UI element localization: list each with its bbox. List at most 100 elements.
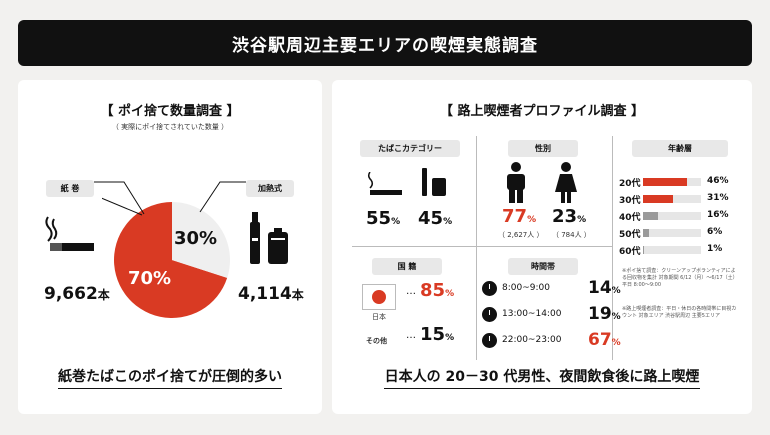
- japan-pct-value: 85: [420, 280, 446, 301]
- disposal-conclusion: 紙巻たばこのポイ捨てが圧倒的多い: [58, 369, 282, 385]
- pie-label-heated: 30%: [174, 228, 218, 249]
- age-category-label: 40代: [619, 213, 641, 223]
- male-count: （ 2,627人 ）: [498, 231, 544, 239]
- ellipsis-other: …: [406, 330, 416, 341]
- age-bar: [643, 195, 673, 203]
- age-bar-track: [643, 178, 701, 186]
- male-pct: 77%: [502, 206, 536, 227]
- clock-icon: [482, 281, 497, 296]
- divider-h1: [352, 246, 612, 247]
- time-value: 14%: [588, 278, 621, 298]
- pie-slice-paper: [114, 202, 228, 318]
- age-bar: [643, 212, 659, 220]
- age-row: 20代 46%: [619, 176, 739, 189]
- age-bar-track: [643, 229, 701, 237]
- pct-sign: %: [527, 215, 537, 225]
- paper-count-unit: 本: [97, 288, 110, 302]
- pct-sign: %: [611, 338, 621, 348]
- age-label: 年齢層: [632, 140, 728, 157]
- age-bar: [643, 246, 644, 254]
- pct-sign: %: [611, 312, 621, 322]
- time-value: 19%: [588, 304, 621, 324]
- conclusion-underline: [384, 388, 700, 389]
- age-value-label: 46%: [707, 176, 729, 186]
- divider-v2: [612, 136, 613, 360]
- time-value-number: 19: [588, 304, 612, 324]
- heated-tobacco-icon: [250, 212, 288, 264]
- time-value-number: 67: [588, 330, 612, 350]
- other-pct-value: 15: [420, 324, 446, 345]
- time-value-number: 14: [588, 278, 612, 298]
- heated-label: 加熱式: [246, 180, 294, 197]
- disposal-subtitle: （ 実際にポイ捨てされていた数量 ）: [111, 123, 229, 131]
- age-bar-track: [643, 246, 701, 254]
- heated-count: 4,114本: [238, 284, 304, 304]
- pie-slice-heated: [172, 202, 231, 278]
- age-value-label: 16%: [707, 210, 729, 220]
- female-pct: 23%: [552, 206, 586, 227]
- age-row: 30代 31%: [619, 193, 739, 206]
- clock-icon: [482, 307, 497, 322]
- cigarette-small-icon: [367, 172, 402, 195]
- paper-callout-line: [94, 181, 145, 215]
- divider-v1: [476, 136, 477, 360]
- survey-notes-2: ※路上喫煙者調査：平日・休日の各時間帯に目視カウント 対象エリア 渋谷駅周辺 主…: [622, 306, 737, 319]
- time-range: 13:00~14:00: [502, 309, 562, 319]
- smoker-profile-panel: 【 路上喫煙者プロファイル調査 】 たばこカテゴリー 55% 45% 性別 77…: [332, 80, 752, 414]
- ellipsis-japan: …: [406, 286, 416, 297]
- age-row: 60代 1%: [619, 244, 739, 257]
- profile-conclusion: 日本人の 20－30 代男性、夜間飲食後に路上喫煙: [384, 369, 700, 385]
- age-bar-track: [643, 212, 701, 220]
- age-bar: [643, 229, 649, 237]
- time-row-night: 22:00~23:00 67%: [482, 330, 621, 350]
- japan-pct: 85%: [420, 280, 454, 301]
- male-pct-value: 77: [502, 206, 528, 227]
- category-paper-pct: 55%: [366, 208, 400, 229]
- pct-sign: %: [391, 217, 401, 227]
- age-category-label: 50代: [619, 230, 641, 240]
- paper-leader-line: [102, 197, 143, 216]
- disposal-pie-chart: [102, 197, 231, 318]
- category-heated-value: 45: [418, 208, 444, 229]
- conclusion-underline: [58, 388, 282, 389]
- other-pct: 15%: [420, 324, 454, 345]
- time-label: 時間帯: [508, 258, 578, 275]
- pct-sign: %: [443, 217, 453, 227]
- female-pct-value: 23: [552, 206, 578, 227]
- profile-title: 【 路上喫煙者プロファイル調査 】: [439, 104, 645, 119]
- male-icon: [507, 162, 525, 203]
- disposal-title: 【 ポイ捨て数量調査 】: [100, 104, 240, 119]
- category-paper-value: 55: [366, 208, 392, 229]
- time-range: 22:00~23:00: [502, 335, 562, 345]
- time-range: 8:00~9:00: [502, 283, 550, 293]
- heated-count-value: 4,114: [238, 284, 292, 304]
- other-label: その他: [366, 337, 387, 345]
- time-value: 67%: [588, 330, 621, 350]
- pct-sign: %: [445, 289, 455, 299]
- age-category-label: 20代: [619, 179, 641, 189]
- clock-icon: [482, 333, 497, 348]
- age-bar: [643, 178, 688, 186]
- age-bar-track: [643, 195, 701, 203]
- pie-label-paper: 70%: [128, 268, 172, 289]
- pct-sign: %: [445, 333, 455, 343]
- heated-small-icon: [422, 168, 446, 196]
- heated-count-unit: 本: [291, 288, 304, 302]
- japan-label: 日本: [372, 313, 386, 321]
- age-value-label: 6%: [707, 227, 723, 237]
- gender-label: 性別: [508, 140, 578, 157]
- age-category-label: 30代: [619, 196, 641, 206]
- paper-count: 9,662本: [44, 284, 110, 304]
- age-value-label: 31%: [707, 193, 729, 203]
- pct-sign: %: [611, 286, 621, 296]
- pct-sign: %: [577, 215, 587, 225]
- paper-label: 紙 巻: [46, 180, 94, 197]
- category-label: たばこカテゴリー: [360, 140, 460, 157]
- age-value-label: 1%: [707, 244, 723, 254]
- age-category-label: 60代: [619, 247, 641, 257]
- time-row-morning: 8:00~9:00 14%: [482, 278, 621, 298]
- time-row-noon: 13:00~14:00 19%: [482, 304, 621, 324]
- nationality-label: 国 籍: [372, 258, 442, 275]
- category-heated-pct: 45%: [418, 208, 452, 229]
- survey-notes-1: ※ポイ捨て調査：クリーンアップボランティアによる回収物を集計 対象期間 6/12…: [622, 268, 738, 288]
